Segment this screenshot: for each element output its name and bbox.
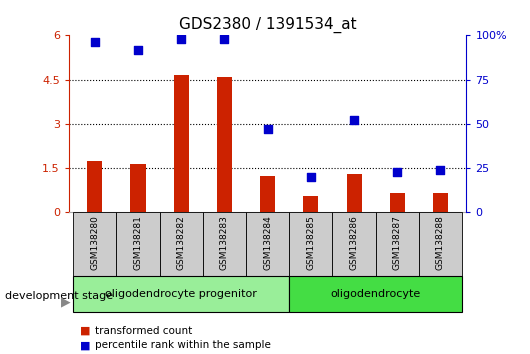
Bar bbox=[217, 77, 232, 212]
Point bbox=[91, 40, 99, 45]
Bar bbox=[303, 196, 319, 212]
Bar bbox=[130, 164, 146, 212]
Text: ■: ■ bbox=[80, 326, 90, 336]
Point bbox=[393, 169, 402, 175]
Bar bbox=[73, 276, 289, 312]
Text: GSM138281: GSM138281 bbox=[134, 216, 143, 270]
Bar bbox=[160, 212, 203, 276]
Text: GSM138284: GSM138284 bbox=[263, 216, 272, 270]
Text: oligodendrocyte progenitor: oligodendrocyte progenitor bbox=[105, 289, 257, 299]
Text: percentile rank within the sample: percentile rank within the sample bbox=[95, 340, 271, 350]
Point bbox=[263, 126, 272, 132]
Bar bbox=[87, 161, 102, 212]
Bar bbox=[289, 212, 332, 276]
Point bbox=[436, 167, 445, 173]
Text: ■: ■ bbox=[80, 340, 90, 350]
Bar bbox=[390, 193, 405, 212]
Title: GDS2380 / 1391534_at: GDS2380 / 1391534_at bbox=[179, 16, 357, 33]
Bar bbox=[260, 176, 275, 212]
Bar bbox=[347, 174, 361, 212]
Text: GSM138280: GSM138280 bbox=[90, 216, 99, 270]
Point bbox=[177, 36, 186, 42]
Bar bbox=[332, 212, 376, 276]
Bar bbox=[174, 75, 189, 212]
Bar bbox=[203, 212, 246, 276]
Bar bbox=[117, 212, 160, 276]
Bar bbox=[419, 212, 462, 276]
Text: GSM138285: GSM138285 bbox=[306, 216, 315, 270]
Bar bbox=[289, 276, 462, 312]
Bar bbox=[433, 193, 448, 212]
Text: GSM138288: GSM138288 bbox=[436, 216, 445, 270]
Text: GSM138287: GSM138287 bbox=[393, 216, 402, 270]
Text: GSM138286: GSM138286 bbox=[350, 216, 359, 270]
Bar bbox=[246, 212, 289, 276]
Point bbox=[220, 36, 228, 42]
Text: development stage: development stage bbox=[5, 291, 113, 301]
Text: oligodendrocyte: oligodendrocyte bbox=[331, 289, 421, 299]
Text: GSM138283: GSM138283 bbox=[220, 216, 229, 270]
Text: transformed count: transformed count bbox=[95, 326, 192, 336]
Point bbox=[134, 47, 142, 52]
Bar bbox=[73, 212, 117, 276]
Text: ▶: ▶ bbox=[61, 295, 70, 308]
Point bbox=[350, 118, 358, 123]
Bar bbox=[376, 212, 419, 276]
Point bbox=[307, 174, 315, 180]
Text: GSM138282: GSM138282 bbox=[176, 216, 186, 270]
